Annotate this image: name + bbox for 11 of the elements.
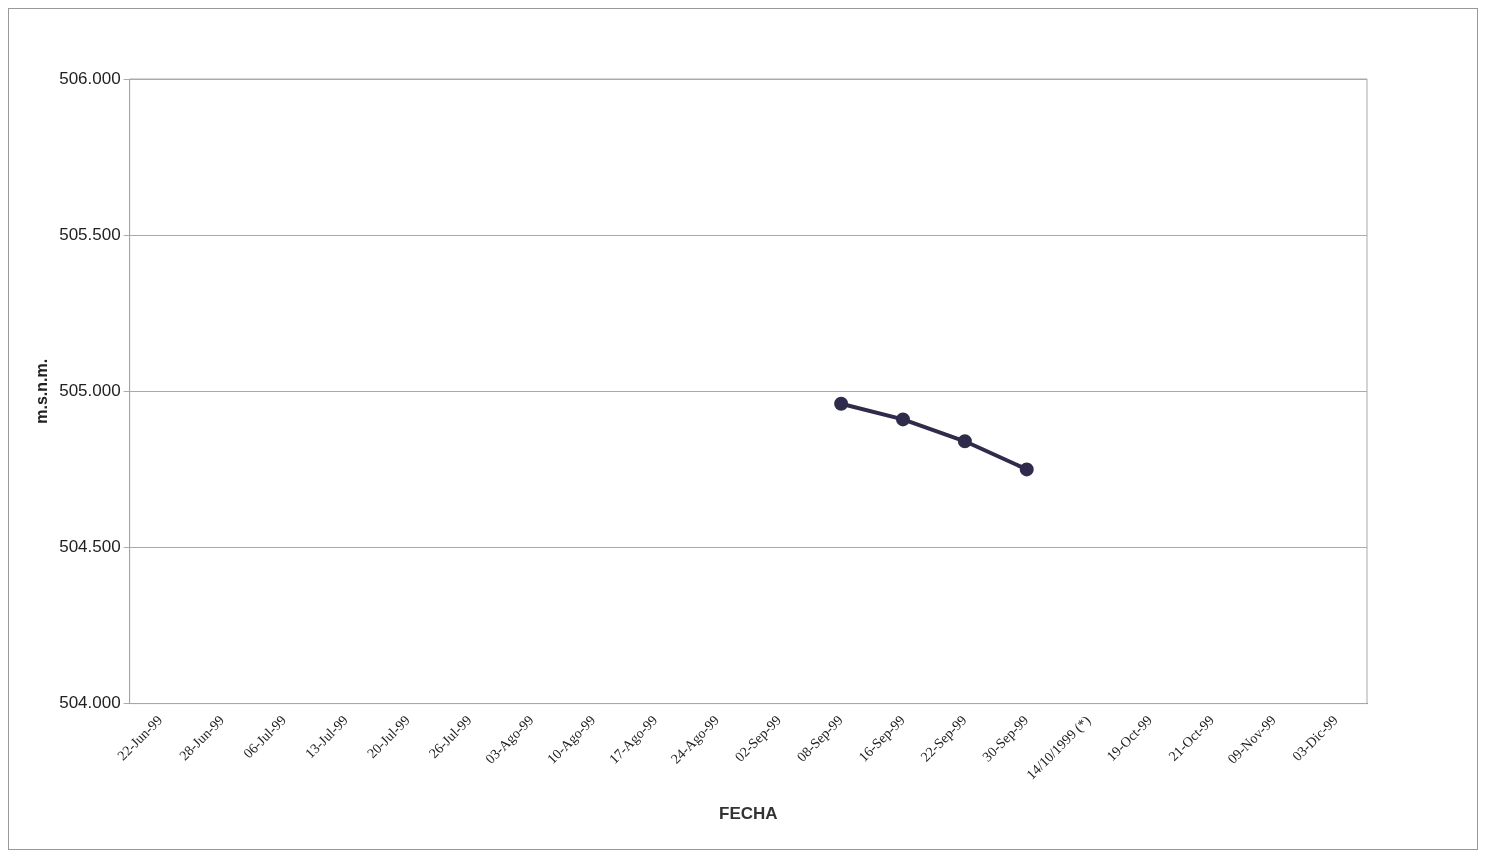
point [957,434,972,449]
y-axis-title: m.s.n.m. [33,358,51,424]
y-tick-label: 506.000 [59,68,121,88]
point [834,396,849,411]
y-tick-label: 504.000 [59,693,121,713]
point [1019,462,1034,477]
y-tick-label: 504.500 [59,537,121,557]
x-axis-title: FECHA [719,804,778,824]
point [895,412,910,427]
y-tick-label: 505.500 [59,224,121,244]
y-tick-label: 505.000 [59,380,121,400]
